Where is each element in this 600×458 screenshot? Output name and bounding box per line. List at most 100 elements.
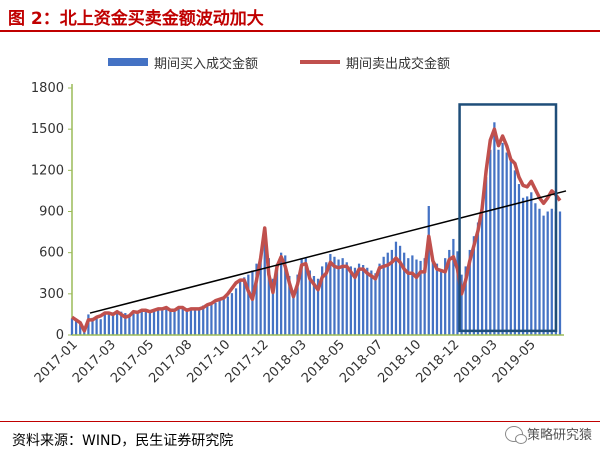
buy-bar	[181, 307, 184, 335]
y-tick-label: 900	[39, 205, 64, 220]
buy-bar	[427, 206, 430, 335]
buy-bar	[337, 259, 340, 335]
buy-bar	[185, 308, 188, 335]
buy-bar	[189, 309, 193, 335]
buy-bar	[329, 254, 332, 335]
buy-bar	[542, 215, 545, 335]
buy-bar	[394, 241, 398, 335]
buy-bar	[341, 258, 344, 335]
buy-bar	[165, 307, 168, 335]
sell-line	[71, 127, 562, 333]
buy-bar	[247, 274, 250, 335]
buy-bar	[505, 152, 508, 335]
buy-bar	[538, 208, 541, 335]
trend-line	[89, 190, 567, 314]
buy-bar	[366, 267, 369, 335]
buy-bar	[415, 259, 418, 335]
buy-bar	[132, 313, 135, 335]
y-tick-label: 1500	[31, 122, 64, 137]
buy-bar	[267, 258, 270, 335]
highlight-box	[458, 103, 558, 333]
buy-bar	[99, 319, 102, 335]
buy-bar	[74, 320, 78, 335]
buy-bar	[218, 300, 221, 335]
buy-bar	[353, 267, 357, 335]
buy-bar	[156, 310, 160, 335]
y-tick-label: 1800	[31, 81, 64, 96]
title-rule	[0, 30, 600, 32]
watermark-text: 策略研究猿	[526, 428, 592, 443]
buy-bar	[370, 270, 373, 335]
buy-bar	[316, 278, 320, 335]
figure-title: 图 2：北上资金买卖金额波动加大	[8, 9, 264, 29]
buy-bar	[423, 258, 426, 335]
buy-bar	[271, 278, 275, 335]
buy-bar	[234, 288, 238, 335]
buy-bar	[378, 263, 381, 335]
buy-bar	[472, 236, 476, 335]
buy-bar	[136, 312, 139, 335]
y-tick-label: 600	[39, 246, 64, 261]
buy-bar	[448, 249, 451, 335]
buy-bar	[280, 252, 283, 335]
footer-rule	[0, 421, 600, 422]
buy-bar	[206, 304, 209, 335]
buy-bar	[152, 310, 156, 335]
buy-bar	[546, 211, 549, 335]
buy-bar	[493, 122, 496, 335]
buy-bar	[550, 208, 553, 335]
buy-bar	[107, 313, 111, 335]
legend-buy-swatch	[108, 58, 148, 66]
buy-bar	[526, 196, 529, 335]
buy-bar	[140, 310, 143, 335]
buy-bar	[411, 255, 414, 335]
legend-sell-label: 期间卖出成交金额	[346, 56, 450, 72]
buy-bar	[460, 274, 463, 335]
buy-bar	[513, 170, 517, 335]
buy-bar	[521, 197, 525, 335]
buy-bar	[120, 311, 123, 335]
buy-bar	[300, 258, 303, 335]
buy-bar	[362, 265, 365, 335]
x-axis: 2017-012017-032017-052017-082017-102017-…	[32, 334, 564, 386]
buy-bar	[480, 204, 484, 335]
buy-bar	[210, 302, 213, 335]
buy-bar	[148, 312, 152, 335]
buy-bar	[497, 149, 500, 335]
buy-bar	[284, 255, 287, 335]
buy-bar	[128, 314, 131, 335]
buy-bar	[333, 256, 336, 335]
buy-bar	[169, 309, 172, 335]
buy-bar	[485, 177, 488, 335]
buy-bar	[79, 322, 82, 335]
buy-bar	[398, 245, 402, 335]
buy-bar	[251, 270, 254, 335]
buy-bar	[349, 266, 352, 335]
buy-bar	[489, 149, 492, 335]
buy-bar	[304, 258, 307, 335]
buy-bar	[558, 211, 562, 335]
buy-bar	[255, 263, 258, 335]
buy-bar	[386, 252, 389, 335]
buy-bar	[468, 249, 471, 335]
buy-bar	[103, 313, 106, 335]
buy-bar	[95, 317, 98, 335]
y-axis: 0 300 600 900 1200 1500 1800	[31, 81, 73, 343]
buy-bar	[403, 252, 406, 335]
buy-bar	[115, 311, 119, 335]
buy-bar	[530, 192, 533, 335]
buy-bar	[407, 258, 410, 335]
buy-bar	[91, 317, 94, 335]
buy-bar	[456, 251, 459, 335]
chart-svg: 0 300 600 900 1200 1500 1800 2017-012017-03201…	[31, 56, 567, 386]
buy-bar	[173, 310, 176, 335]
buy-bar	[325, 262, 328, 335]
buy-bar	[357, 263, 361, 335]
buy-bar	[202, 305, 205, 335]
buy-bar	[177, 308, 180, 335]
buy-bar	[292, 292, 295, 335]
legend-buy-label: 期间买入成交金额	[154, 56, 258, 72]
buy-bar	[161, 308, 164, 335]
source-note: 资料来源：WIND，民生证券研究院	[12, 433, 234, 449]
buy-bar	[259, 255, 262, 335]
